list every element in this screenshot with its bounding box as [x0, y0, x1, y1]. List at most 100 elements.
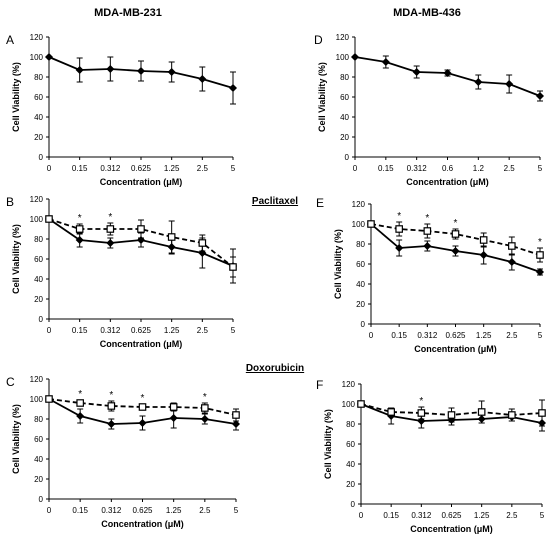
data-point-square — [479, 236, 488, 244]
data-point-diamond — [169, 414, 178, 422]
doxorubicin-label: Doxorubicin — [246, 363, 304, 374]
x-tick-label: 0.312 — [100, 164, 121, 173]
data-point-diamond — [45, 53, 53, 61]
data-point-square — [357, 400, 365, 408]
x-tick-label: 0.312 — [417, 331, 438, 340]
series-dashed — [357, 399, 546, 427]
y-tick-label: 60 — [346, 440, 355, 449]
series-dashed — [45, 215, 237, 278]
y-tick-label: 100 — [336, 53, 350, 62]
x-axis-label: Concentration (μM) — [101, 519, 184, 529]
data-point-square — [477, 408, 486, 416]
x-tick-label: 0.625 — [131, 326, 152, 335]
data-point-square — [232, 411, 240, 419]
panel-c: C 0 20 40 60 80 100 120 0 0.15 0.312 0.625 1.25 2.5 5 C… — [6, 375, 240, 529]
x-tick-label: 0.15 — [378, 164, 394, 173]
data-point-square — [106, 225, 115, 233]
data-point-square — [45, 395, 53, 403]
y-tick-label: 40 — [34, 113, 43, 122]
x-tick-label: 5 — [540, 511, 545, 520]
y-tick-label: 120 — [352, 200, 366, 209]
y-tick-label: 60 — [34, 255, 43, 264]
data-point-diamond — [107, 420, 116, 428]
data-point-square — [417, 409, 426, 417]
x-tick-label: 1.25 — [474, 511, 490, 520]
panel-letter: C — [6, 375, 15, 389]
data-point-square — [169, 403, 178, 411]
data-point-diamond — [536, 268, 544, 276]
y-tick-label: 0 — [351, 500, 356, 509]
data-point-diamond — [536, 92, 544, 100]
series-solid — [367, 220, 544, 276]
x-axis-label: Concentration (μM) — [100, 177, 183, 187]
data-point-diamond — [443, 69, 452, 77]
y-tick-label: 0 — [345, 153, 350, 162]
significance-asterisk: * — [538, 237, 542, 248]
panel-d: D 0 20 40 60 80 100 120 0 0.15 0.312 0.6 1.2 2.5 5 Cell… — [314, 33, 544, 187]
x-tick-label: 5 — [538, 331, 543, 340]
left-column-header: MDA-MB-231 — [94, 7, 162, 19]
data-point-square — [137, 225, 145, 233]
data-point-square — [536, 251, 544, 259]
x-tick-label: 5 — [538, 164, 543, 173]
data-point-diamond — [106, 239, 115, 247]
data-point-diamond — [200, 415, 209, 423]
data-point-square — [75, 225, 84, 233]
data-point-diamond — [198, 75, 207, 83]
data-point-square — [229, 263, 237, 271]
y-tick-label: 0 — [39, 495, 44, 504]
x-axis-label: Concentration (μM) — [100, 339, 183, 349]
significance-asterisk: * — [454, 218, 458, 229]
data-point-diamond — [479, 251, 488, 259]
y-tick-label: 100 — [30, 53, 44, 62]
data-point-diamond — [106, 65, 115, 73]
data-point-square — [423, 227, 432, 235]
significance-asterisk: * — [397, 211, 401, 222]
y-tick-label: 80 — [356, 240, 365, 249]
data-point-square — [538, 409, 546, 417]
x-tick-label: 0 — [369, 331, 374, 340]
significance-asterisk: * — [109, 390, 113, 401]
data-point-square — [508, 411, 516, 419]
panel-e: E 0 20 40 60 80 100 120 0 0.15 0.312 0.625 1.25 2.5 5 C… — [316, 196, 544, 354]
y-tick-label: 40 — [34, 275, 43, 284]
data-point-diamond — [474, 78, 483, 86]
x-tick-label: 1.25 — [476, 331, 492, 340]
y-tick-label: 120 — [30, 33, 44, 42]
y-tick-label: 100 — [342, 400, 356, 409]
x-tick-label: 2.5 — [506, 331, 518, 340]
data-point-square — [387, 408, 395, 416]
y-tick-label: 120 — [336, 33, 350, 42]
y-tick-label: 20 — [34, 475, 43, 484]
y-tick-label: 20 — [34, 133, 43, 142]
data-point-diamond — [76, 412, 85, 420]
x-tick-label: 0.312 — [101, 506, 122, 515]
y-tick-label: 40 — [340, 113, 349, 122]
y-tick-label: 20 — [356, 300, 365, 309]
data-point-diamond — [138, 419, 147, 427]
y-tick-label: 80 — [34, 235, 43, 244]
x-tick-label: 2.5 — [504, 164, 516, 173]
data-point-diamond — [423, 242, 432, 250]
significance-asterisk: * — [425, 213, 429, 224]
x-tick-label: 5 — [231, 164, 236, 173]
right-column-header: MDA-MB-436 — [393, 7, 461, 19]
panel-letter: E — [316, 196, 324, 210]
series-dashed — [45, 395, 240, 422]
x-tick-label: 0.6 — [442, 164, 454, 173]
data-point-square — [138, 403, 147, 411]
x-tick-label: 0.15 — [72, 326, 88, 335]
y-tick-label: 100 — [30, 395, 44, 404]
data-point-square — [395, 225, 403, 233]
data-point-diamond — [351, 53, 359, 61]
x-tick-label: 0.15 — [391, 331, 407, 340]
x-tick-label: 1.25 — [166, 506, 182, 515]
significance-asterisk: * — [203, 392, 207, 403]
x-tick-label: 1.2 — [473, 164, 485, 173]
y-tick-label: 80 — [340, 73, 349, 82]
data-point-square — [451, 230, 460, 238]
y-tick-label: 60 — [356, 260, 365, 269]
x-tick-label: 1.25 — [164, 326, 180, 335]
